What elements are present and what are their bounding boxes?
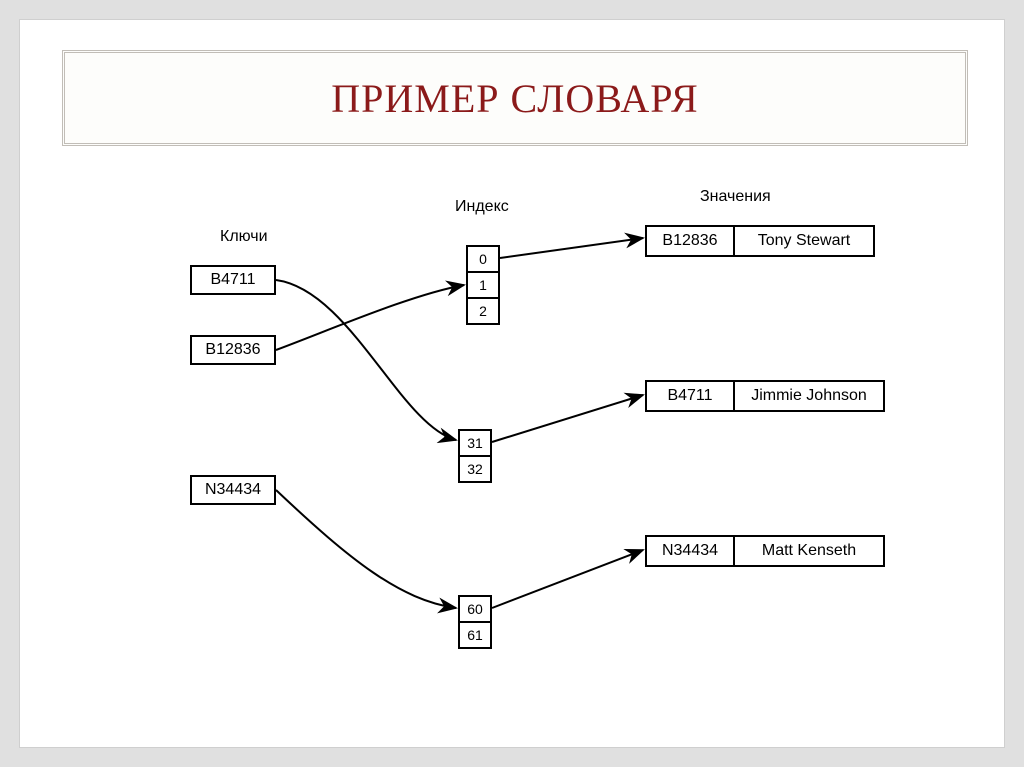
index-cell: 1 bbox=[466, 271, 500, 299]
value-name-cell: Jimmie Johnson bbox=[735, 380, 885, 412]
arrow bbox=[492, 395, 643, 442]
index-cell: 2 bbox=[466, 297, 500, 325]
value-name-cell: Matt Kenseth bbox=[735, 535, 885, 567]
key-box: N34434 bbox=[190, 475, 276, 505]
index-cell: 31 bbox=[458, 429, 492, 457]
arrows-layer bbox=[140, 180, 940, 740]
index-cell: 61 bbox=[458, 621, 492, 649]
value-key-cell: B12836 bbox=[645, 225, 735, 257]
slide-title: ПРИМЕР СЛОВАРЯ bbox=[331, 75, 698, 122]
arrow bbox=[276, 280, 456, 440]
keys-label: Ключи bbox=[220, 228, 268, 246]
title-bar: ПРИМЕР СЛОВАРЯ bbox=[62, 50, 968, 146]
value-name-cell: Tony Stewart bbox=[735, 225, 875, 257]
arrow bbox=[276, 490, 456, 608]
index-label: Индекс bbox=[455, 198, 509, 216]
index-cell: 0 bbox=[466, 245, 500, 273]
value-key-cell: N34434 bbox=[645, 535, 735, 567]
arrow bbox=[492, 550, 643, 608]
key-box: B4711 bbox=[190, 265, 276, 295]
arrow bbox=[276, 285, 464, 350]
slide: ПРИМЕР СЛОВАРЯ Ключи Индекс Значения B47… bbox=[20, 20, 1004, 747]
index-cell: 60 bbox=[458, 595, 492, 623]
dictionary-diagram: Ключи Индекс Значения B4711B12836N34434 … bbox=[140, 180, 940, 740]
values-label: Значения bbox=[700, 188, 771, 206]
key-box: B12836 bbox=[190, 335, 276, 365]
value-key-cell: B4711 bbox=[645, 380, 735, 412]
value-row: N34434Matt Kenseth bbox=[645, 535, 885, 567]
index-cell: 32 bbox=[458, 455, 492, 483]
value-row: B12836Tony Stewart bbox=[645, 225, 875, 257]
value-row: B4711Jimmie Johnson bbox=[645, 380, 885, 412]
arrow bbox=[500, 238, 643, 258]
